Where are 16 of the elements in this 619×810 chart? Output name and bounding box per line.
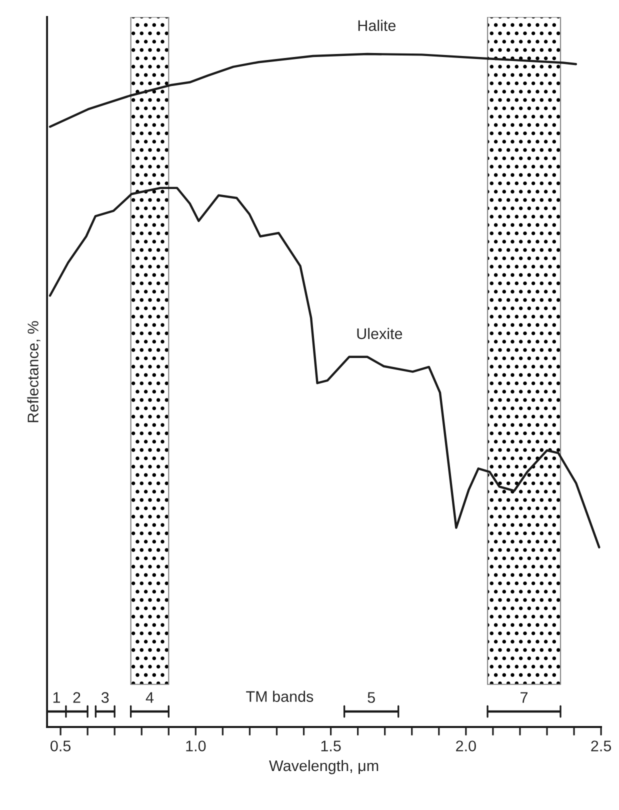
series-label: Halite (358, 20, 396, 32)
series-label: Ulexite (357, 328, 402, 340)
annotation: 5 (368, 692, 375, 703)
x-tick-label: 1.5 (321, 740, 341, 752)
x-tick-label: 2.0 (456, 740, 476, 752)
annotation: 1 (53, 692, 60, 703)
x-tick-label: 1.0 (186, 740, 206, 752)
annotation: 7 (520, 692, 528, 703)
y-axis-title: Reflectance, % (27, 321, 40, 422)
x-axis-title: Wavelength, μm (269, 760, 378, 774)
annotation: 2 (73, 692, 80, 703)
x-tick-label: 0.5 (50, 740, 71, 752)
annotation: 4 (146, 692, 154, 703)
annotation: TM bands (246, 690, 314, 702)
annotation: 3 (101, 692, 109, 703)
x-tick-label: 2.5 (591, 740, 612, 752)
